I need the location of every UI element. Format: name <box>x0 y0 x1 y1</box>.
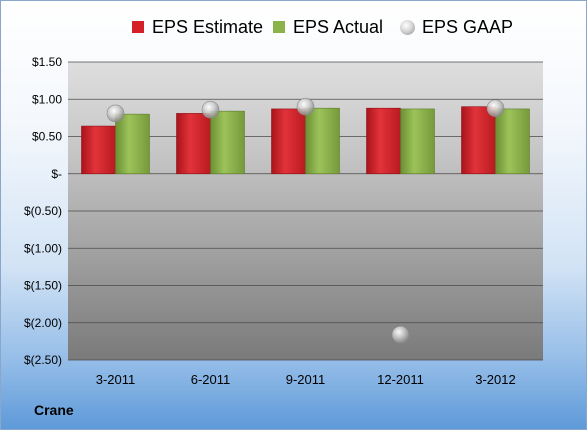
marker-eps-gaap <box>106 104 125 123</box>
bar-eps-actual <box>210 110 245 175</box>
legend-swatch-eps-estimate <box>132 21 144 33</box>
y-tick-label: $(2.00) <box>24 316 62 330</box>
x-tick-label: 3-2011 <box>96 372 136 387</box>
bar-eps-estimate <box>81 125 116 175</box>
bar-eps-estimate <box>271 108 306 175</box>
x-tick-label: 12-2011 <box>377 372 424 387</box>
y-tick-label: $- <box>51 167 62 181</box>
marker-eps-gaap <box>201 100 220 119</box>
bar-eps-estimate <box>366 107 401 175</box>
y-tick-label: $1.50 <box>32 55 62 69</box>
y-tick-label: $(1.50) <box>24 279 62 293</box>
marker-eps-gaap <box>296 97 315 116</box>
legend-swatch-eps-actual <box>273 21 285 33</box>
x-tick-label: 9-2011 <box>286 372 326 387</box>
chart-legend: EPS Estimate EPS Actual EPS GAAP <box>0 12 587 42</box>
x-tick-label: 6-2011 <box>191 372 231 387</box>
bar-eps-actual <box>400 108 435 175</box>
legend-label-eps-estimate: EPS Estimate <box>152 16 264 37</box>
company-label: Crane <box>34 402 74 418</box>
bar-eps-estimate <box>176 113 211 175</box>
x-tick-label: 3-2012 <box>475 372 515 387</box>
bar-eps-actual <box>305 107 340 175</box>
bar-eps-estimate <box>461 106 496 175</box>
bar-eps-actual <box>495 108 530 175</box>
legend-marker-eps-gaap <box>400 19 415 35</box>
legend-item-eps-estimate: EPS Estimate <box>132 12 263 42</box>
y-tick-label: $1.00 <box>32 92 62 106</box>
legend-label-eps-actual: EPS Actual <box>293 16 384 37</box>
legend-item-eps-gaap: EPS GAAP <box>400 12 513 42</box>
bar-eps-actual <box>115 113 150 175</box>
y-tick-label: $0.50 <box>32 130 62 144</box>
y-tick-label: $(2.50) <box>24 353 62 367</box>
y-tick-label: $(1.00) <box>24 241 62 255</box>
marker-eps-gaap <box>486 99 505 117</box>
marker-eps-gaap <box>391 325 410 344</box>
legend-label-eps-gaap: EPS GAAP <box>422 16 514 37</box>
y-tick-label: $(0.50) <box>24 204 62 218</box>
legend-item-eps-actual: EPS Actual <box>273 12 383 42</box>
